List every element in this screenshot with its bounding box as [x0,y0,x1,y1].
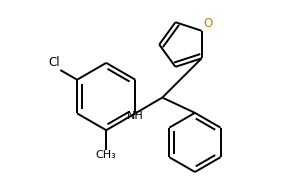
Text: NH: NH [127,111,144,121]
Text: O: O [203,17,213,30]
Text: Cl: Cl [48,57,60,69]
Text: CH₃: CH₃ [96,150,117,160]
